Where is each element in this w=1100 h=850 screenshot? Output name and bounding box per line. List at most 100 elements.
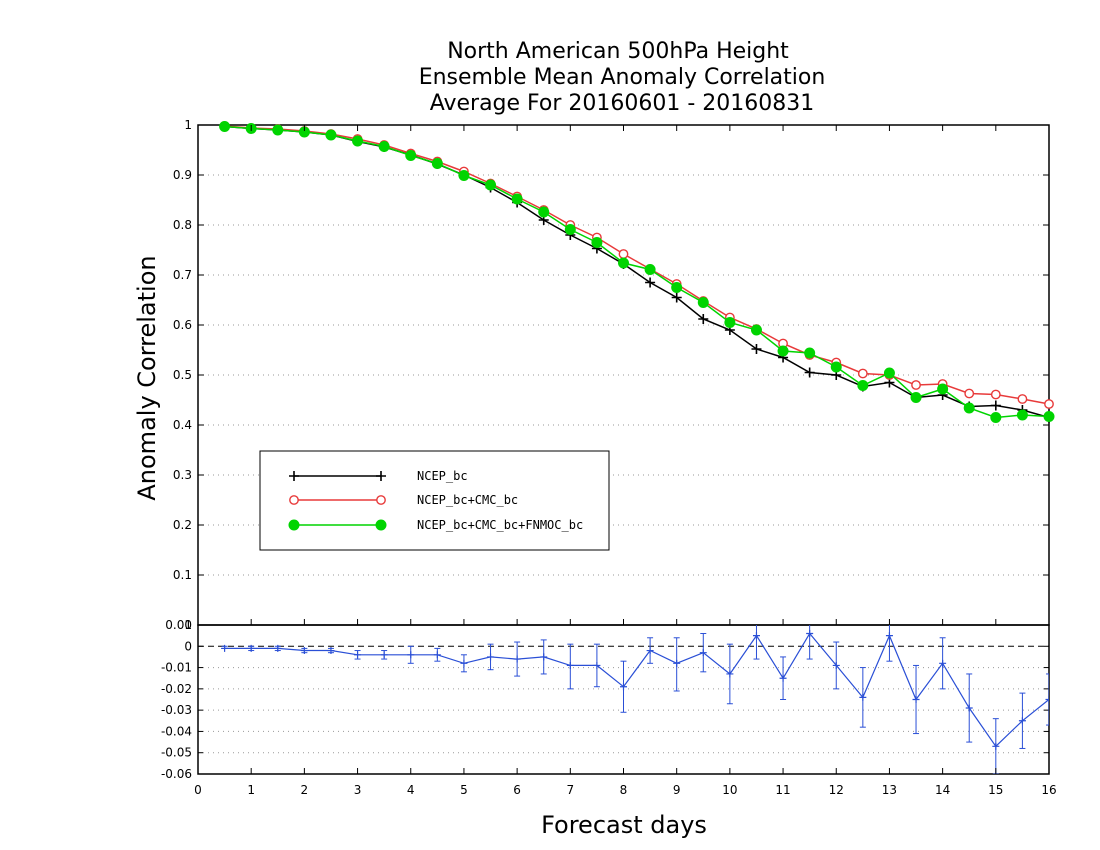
data-point-ncep-bc-cmc-bc-fnmoc-bc [963,402,975,414]
difference-point [433,651,441,659]
data-point-ncep-bc-cmc-bc-fnmoc-bc [697,297,709,308]
data-point-ncep-bc [671,292,682,303]
difference-point [460,659,468,667]
data-point-ncep-bc-cmc-bc-fnmoc-bc [1016,409,1028,421]
difference-point [620,683,627,691]
x-tick-label: 4 [407,783,415,797]
data-point-ncep-bc-cmc-bc [990,389,1001,400]
x-tick-label: 8 [620,783,628,797]
data-point-ncep-bc-cmc-bc-fnmoc-bc [405,150,417,161]
x-tick-label: 6 [513,783,521,797]
bottom-y-tick-label: -0.05 [161,746,192,760]
x-tick-label: 13 [882,783,897,797]
legend-label: NCEP_bc [417,469,468,483]
legend-items: NCEP_bc NCEP_bc+CMC_bc NCEP_bc+CMC_bc+FNMO… [288,469,583,532]
data-point-ncep-bc [990,400,1001,411]
x-tick-label: 12 [829,783,844,797]
bottom-y-tick-label: 0.01 [165,618,192,632]
difference-point [487,653,495,661]
main-y-tick-label: 1 [184,118,192,132]
x-tick-label: 7 [566,783,574,797]
difference-point [407,651,415,659]
series-ncep-bc [219,121,1054,423]
difference-point [221,644,229,652]
legend-marker [375,519,387,531]
data-point-ncep-bc-cmc-bc-fnmoc-bc [750,324,762,336]
legend-item: NCEP_bc+CMC_bc+FNMOC_bc [288,518,583,532]
chart-title-line-2: Ensemble Mean Anomaly Correlation [419,65,826,90]
data-point-ncep-bc-cmc-bc-fnmoc-bc [1043,411,1055,422]
data-point-ncep-bc-cmc-bc-fnmoc-bc [618,257,629,269]
data-point-ncep-bc-cmc-bc-fnmoc-bc [910,392,922,403]
x-tick-label: 11 [775,783,790,797]
difference-point [380,651,388,659]
bottom-y-tick-label: -0.02 [161,682,192,696]
difference-point [513,655,521,663]
difference-point [566,661,574,669]
data-point-ncep-bc [751,344,762,354]
main-y-tick-label-zero: 0 [184,618,192,632]
x-tick-label: 0 [194,783,202,797]
data-point-ncep-bc-cmc-bc-fnmoc-bc [564,224,576,235]
x-tick-label: 2 [301,783,309,797]
x-axis-title: Forecast days [541,811,707,839]
series-ncep-bc-cmc-bc-fnmoc-bc [219,121,1055,423]
series-ncep-bc-cmc-bc [219,121,1054,409]
data-point-ncep-bc-cmc-bc-fnmoc-bc [644,264,656,275]
bottom-y-tick-label: 0 [184,639,192,653]
difference-point [779,674,787,682]
x-axis: 0 1 2 3 4 5 6 7 8 9 10 11 12 13 14 15 16 [194,125,1057,797]
difference-point [992,742,1000,750]
main-y-tick-label: 0.4 [173,418,192,432]
x-tick-label: 3 [354,783,362,797]
difference-point [1045,696,1049,703]
difference-series [221,625,1049,774]
data-point-ncep-bc-cmc-bc-fnmoc-bc [378,141,390,152]
data-point-ncep-bc-cmc-bc [1044,399,1054,409]
data-point-ncep-bc-cmc-bc-fnmoc-bc [671,282,683,293]
data-point-ncep-bc-cmc-bc-fnmoc-bc [804,347,816,359]
difference-point [354,651,362,659]
difference-point [540,653,548,661]
error-bar [1046,673,1049,726]
data-point-ncep-bc-cmc-bc-fnmoc-bc [990,412,1002,423]
difference-point [699,649,707,657]
difference-point [806,630,814,638]
data-point-ncep-bc [698,314,709,324]
bottom-y-tick-label: -0.01 [161,661,192,675]
data-point-ncep-bc-cmc-bc-fnmoc-bc [352,135,364,147]
data-point-ncep-bc-cmc-bc [964,388,975,399]
series-line-ncep-bc-cmc-bc-fnmoc-bc [224,125,1050,419]
main-y-tick-label: 0.7 [173,268,192,282]
data-point-ncep-bc-cmc-bc-fnmoc-bc [591,237,603,248]
main-series-layer [219,121,1055,423]
bottom-y-tick-label: -0.04 [161,724,192,738]
data-point-ncep-bc-cmc-bc-fnmoc-bc [777,345,789,357]
difference-point [726,670,734,678]
legend-item: NCEP_bc [289,469,468,483]
series-line-ncep-bc [224,125,1050,419]
bottom-y-axis: 0.010-0.01-0.02-0.03-0.04-0.05-0.06 [161,618,1049,781]
legend: NCEP_bc NCEP_bc+CMC_bc NCEP_bc+CMC_bc+FNMO… [259,450,610,551]
data-point-ncep-bc-cmc-bc [618,249,629,259]
legend-item: NCEP_bc+CMC_bc [289,493,518,507]
data-point-ncep-bc-cmc-bc-fnmoc-bc [857,380,869,391]
difference-point [939,659,947,667]
data-point-ncep-bc-cmc-bc-fnmoc-bc [724,317,736,328]
difference-point [832,661,840,669]
main-y-tick-label: 0.2 [173,518,192,532]
series-line-ncep-bc-cmc-bc [224,125,1050,405]
legend-marker [288,519,300,531]
main-y-tick-label: 0.8 [173,218,192,232]
difference-point [247,644,255,652]
difference-point [300,647,308,655]
chart-title-line-1: North American 500hPa Height [447,39,789,64]
data-point-ncep-bc [645,277,656,288]
data-point-ncep-bc-cmc-bc-fnmoc-bc [937,383,949,395]
difference-point [1018,717,1026,725]
data-point-ncep-bc-cmc-bc-fnmoc-bc [325,129,337,141]
data-point-ncep-bc-cmc-bc-fnmoc-bc [830,361,842,373]
data-point-ncep-bc-cmc-bc-fnmoc-bc [458,170,470,181]
legend-marker [289,495,299,505]
